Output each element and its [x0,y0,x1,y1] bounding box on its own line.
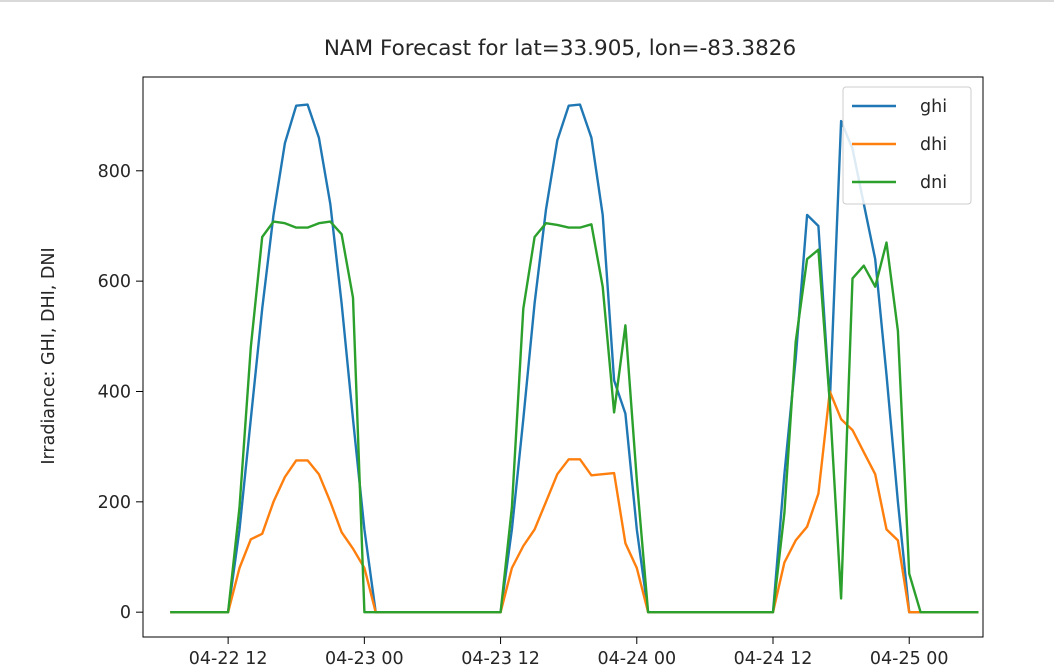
y-ticks: 0 200 400 600 800 [98,162,143,623]
legend-label-dni: dni [920,173,947,193]
series-line-ghi [170,103,979,614]
chart-title: NAM Forecast for lat=33.905, lon=-83.382… [324,36,796,61]
x-ticks: 04-22 12 04-23 00 04-23 12 04-24 00 04-24 12… [189,637,949,668]
legend-label-ghi: ghi [920,97,947,117]
series-line-dhi [170,390,979,614]
y-tick-label: 200 [98,493,131,513]
y-axis-label: Irradiance: GHI, DHI, DNI [39,247,59,464]
series-line-dni [170,220,979,614]
y-tick-label: 800 [98,162,131,182]
legend-items: ghi dhi dni [852,97,947,193]
x-tick-label: 04-24 00 [597,649,676,668]
x-tick-label: 04-22 12 [189,649,268,668]
y-tick-label: 400 [98,382,131,402]
top-divider [0,0,1054,2]
x-tick-label: 04-23 00 [325,649,404,668]
legend-label-dhi: dhi [920,135,947,155]
x-tick-label: 04-24 12 [734,649,813,668]
plot-frame [142,76,984,638]
x-tick-label: 04-25 00 [870,649,949,668]
legend-box [842,86,972,205]
x-tick-label: 04-23 12 [461,649,540,668]
series-layer [170,103,979,614]
legend: ghi dhi dni [842,86,972,205]
y-tick-label: 0 [120,603,131,623]
y-tick-label: 600 [98,272,131,292]
